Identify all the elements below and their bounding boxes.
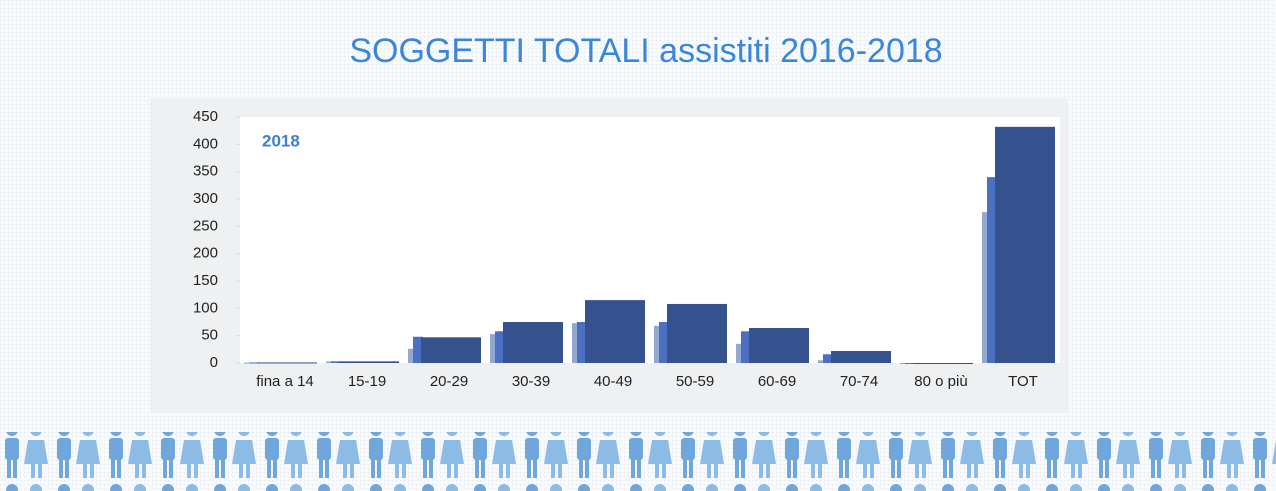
bar <box>749 328 809 363</box>
bar <box>823 354 833 363</box>
bar <box>495 331 505 363</box>
chart-title: SOGGETTI TOTALI assistiti 2016-2018 <box>349 32 942 70</box>
y-tick-label: 50 <box>201 327 218 344</box>
bar <box>326 361 334 363</box>
y-tick-label: 200 <box>193 245 218 262</box>
x-tick-label: 50-59 <box>675 373 715 390</box>
bar <box>490 334 498 363</box>
bar <box>503 322 563 363</box>
bar <box>421 337 481 363</box>
y-tick-label: 250 <box>193 217 218 234</box>
bar <box>654 325 662 363</box>
bar <box>577 322 587 363</box>
bar <box>982 212 990 363</box>
bar <box>987 177 997 363</box>
y-tick-label: 400 <box>193 135 218 152</box>
bar <box>659 322 669 363</box>
bar <box>331 361 341 363</box>
bar <box>831 350 891 363</box>
y-tick-label: 350 <box>193 163 218 180</box>
bar <box>900 363 908 364</box>
bar <box>905 363 915 364</box>
bar <box>741 331 751 363</box>
y-tick-label: 300 <box>193 190 218 207</box>
x-tick-label: 60-69 <box>757 373 797 390</box>
y-tick-label: 450 <box>193 108 218 125</box>
x-tick-label: 30-39 <box>511 373 551 390</box>
y-tick-label: 0 <box>210 354 218 371</box>
bar <box>667 303 727 363</box>
x-tick-label: fina a 14 <box>256 373 314 390</box>
bar <box>257 362 317 364</box>
bar <box>339 361 399 363</box>
x-tick-label: TOT <box>1008 373 1038 390</box>
x-tick-label: 20-29 <box>429 373 469 390</box>
bar <box>413 336 423 363</box>
x-tick-label: 70-74 <box>839 373 879 390</box>
y-tick-label: 150 <box>193 272 218 289</box>
bar <box>736 343 744 363</box>
bar <box>572 323 580 363</box>
plot-area <box>240 117 1060 363</box>
bar <box>913 363 973 364</box>
x-tick-label: 15-19 <box>347 373 387 390</box>
annotation: 2018 <box>262 131 300 150</box>
x-tick-label: 80 o più <box>914 373 968 390</box>
bar <box>585 300 645 363</box>
y-tick-label: 100 <box>193 299 218 316</box>
bar <box>244 362 252 364</box>
bar <box>818 360 826 363</box>
people-strip <box>0 432 1276 491</box>
x-tick-label: 40-49 <box>593 373 633 390</box>
bar <box>249 362 259 364</box>
bar <box>995 126 1055 363</box>
bar <box>408 348 416 363</box>
